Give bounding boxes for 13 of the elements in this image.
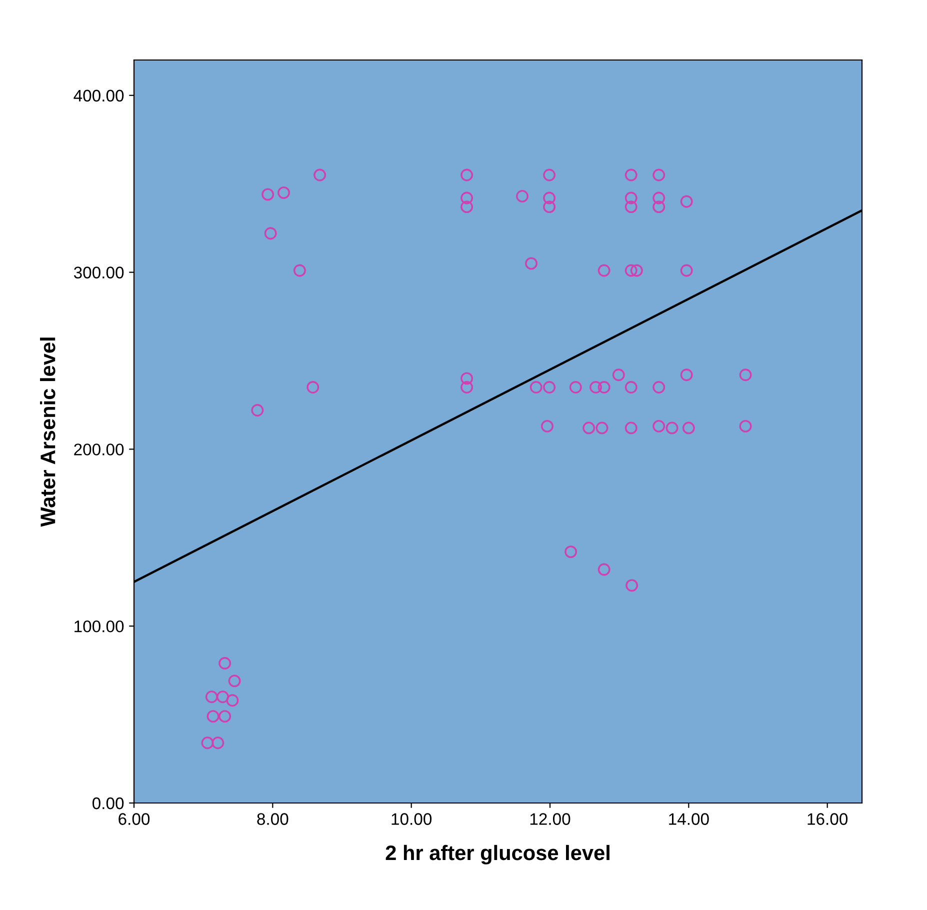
y-axis-title: Water Arsenic level: [40, 338, 56, 527]
y-tick-label: 400.00: [74, 90, 124, 102]
y-tick-label: 0.00: [92, 797, 124, 810]
x-tick-label: 6.00: [118, 813, 150, 825]
x-tick-label: 10.00: [392, 813, 432, 825]
x-tick-label: 12.00: [530, 813, 570, 825]
x-tick-label: 16.00: [808, 813, 848, 825]
y-tick-label: 300.00: [74, 266, 124, 278]
y-tick-label: 100.00: [74, 620, 124, 632]
x-tick-label: 8.00: [257, 813, 288, 825]
x-axis-title: 2 hr after glucose level: [386, 844, 610, 864]
y-tick-label: 200.00: [74, 444, 124, 456]
x-tick-label: 14.00: [669, 813, 709, 825]
